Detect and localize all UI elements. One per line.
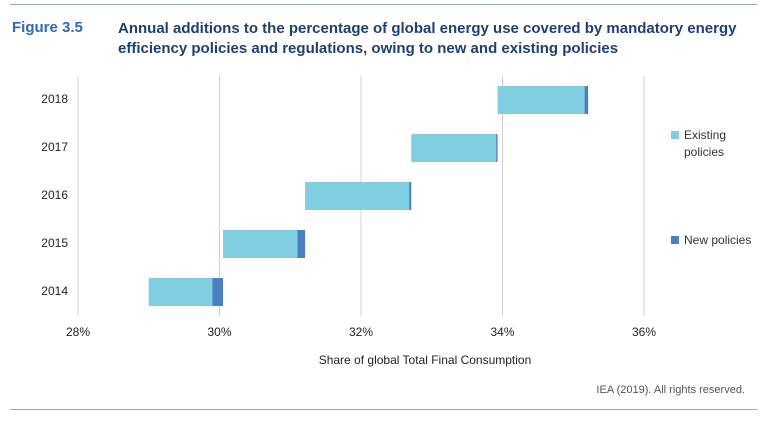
bar-segment (497, 86, 585, 114)
legend-label: New policies (684, 233, 752, 247)
legend-label: Existing policies (684, 128, 727, 159)
legend-swatch (671, 236, 679, 244)
x-tick-label: 32% (349, 325, 373, 339)
y-tick-label: 2017 (41, 140, 68, 154)
y-tick-label: 2016 (41, 188, 68, 202)
bar-segment (305, 182, 410, 210)
bar-segment (223, 230, 298, 258)
bar-segment (148, 278, 213, 306)
x-tick-label: 30% (207, 325, 231, 339)
chart-title: Annual additions to the percentage of gl… (118, 20, 737, 57)
bar-segment (212, 278, 224, 306)
x-tick-label: 28% (66, 325, 90, 339)
bar-segment (297, 230, 306, 258)
bottom-rule (10, 409, 757, 410)
x-axis-title: Share of global Total Final Consumption (319, 353, 532, 367)
bar-segment (409, 182, 412, 210)
legend-swatch (671, 131, 679, 139)
bar-segment (584, 86, 589, 114)
x-tick-label: 34% (490, 325, 514, 339)
figure-label: Figure 3.5 (12, 19, 83, 36)
source-note: IEA (2019). All rights reserved. (596, 384, 745, 396)
bar-segment (411, 134, 497, 162)
y-tick-label: 2015 (41, 236, 68, 250)
y-tick-label: 2018 (41, 92, 68, 106)
y-tick-label: 2014 (41, 284, 68, 298)
top-rule (10, 4, 757, 5)
bar-segment (496, 134, 498, 162)
x-tick-label: 36% (632, 325, 656, 339)
